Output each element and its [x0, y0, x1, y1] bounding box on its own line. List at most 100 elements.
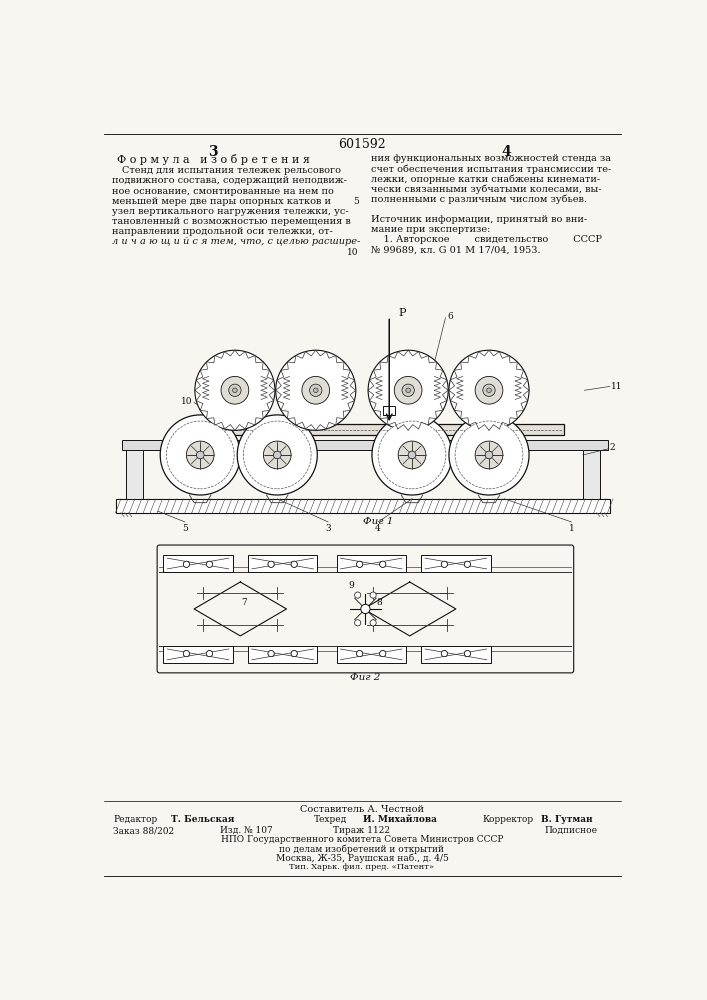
- Circle shape: [380, 651, 386, 657]
- Text: 5: 5: [353, 197, 359, 206]
- Text: узел вертикального нагружения тележки, ус-: узел вертикального нагружения тележки, у…: [112, 207, 349, 216]
- Text: по делам изобретений и открытий: по делам изобретений и открытий: [279, 845, 445, 854]
- Circle shape: [274, 451, 281, 459]
- Circle shape: [464, 651, 471, 657]
- Circle shape: [356, 561, 363, 567]
- Circle shape: [355, 592, 361, 598]
- Circle shape: [313, 388, 318, 393]
- Text: 7: 7: [241, 598, 247, 607]
- Bar: [248, 555, 317, 572]
- Circle shape: [268, 561, 274, 567]
- Circle shape: [464, 561, 471, 567]
- Circle shape: [441, 651, 448, 657]
- Text: направлении продольной оси тележки, от-: направлении продольной оси тележки, от-: [112, 227, 332, 236]
- Circle shape: [206, 561, 213, 567]
- Text: P: P: [399, 308, 406, 318]
- Text: Изд. № 107: Изд. № 107: [219, 826, 272, 835]
- Bar: [421, 555, 491, 572]
- Circle shape: [356, 561, 363, 567]
- Bar: [421, 646, 491, 663]
- Circle shape: [464, 561, 471, 567]
- Circle shape: [380, 651, 386, 657]
- Text: Москва, Ж-35, Раушская наб., д. 4/5: Москва, Ж-35, Раушская наб., д. 4/5: [276, 854, 448, 863]
- Bar: [163, 555, 233, 572]
- Bar: [337, 555, 406, 572]
- Circle shape: [268, 651, 274, 657]
- Circle shape: [291, 561, 297, 567]
- Circle shape: [408, 451, 416, 459]
- Text: л и ч а ю щ и й с я тем, что, с целью расшире-: л и ч а ю щ и й с я тем, что, с целью ра…: [112, 237, 360, 246]
- Circle shape: [221, 376, 249, 404]
- Text: ния функциональных возможностей стенда за: ния функциональных возможностей стенда з…: [371, 154, 611, 163]
- Text: 8: 8: [376, 598, 382, 607]
- Text: 1. Авторское        свидетельство        СССР: 1. Авторское свидетельство СССР: [371, 235, 602, 244]
- Text: 5: 5: [182, 524, 188, 533]
- Circle shape: [380, 561, 386, 567]
- Circle shape: [197, 451, 204, 459]
- Circle shape: [441, 651, 448, 657]
- Circle shape: [291, 561, 297, 567]
- Text: 3: 3: [325, 524, 331, 533]
- Text: 9: 9: [350, 390, 356, 399]
- Text: Ф о р м у л а   и з о б р е т е н и я: Ф о р м у л а и з о б р е т е н и я: [117, 154, 310, 165]
- Circle shape: [206, 651, 213, 657]
- Circle shape: [378, 421, 446, 489]
- Circle shape: [206, 561, 213, 567]
- Circle shape: [206, 651, 213, 657]
- Text: Стенд для испытания тележек рельсового: Стенд для испытания тележек рельсового: [122, 166, 341, 175]
- Circle shape: [187, 441, 214, 469]
- Circle shape: [485, 451, 493, 459]
- Circle shape: [243, 421, 311, 489]
- Text: 6: 6: [447, 312, 452, 321]
- Text: 1: 1: [568, 524, 574, 533]
- Circle shape: [395, 376, 422, 404]
- Bar: [122, 440, 607, 450]
- Text: лежки, опорные катки снабжены кинемати-: лежки, опорные катки снабжены кинемати-: [371, 174, 600, 184]
- Text: Корректор: Корректор: [483, 815, 534, 824]
- Text: мание при экспертизе:: мание при экспертизе:: [371, 225, 491, 234]
- Text: меньшей мере две пары опорных катков и: меньшей мере две пары опорных катков и: [112, 197, 331, 206]
- Text: 11: 11: [612, 382, 623, 391]
- Circle shape: [268, 651, 274, 657]
- Circle shape: [449, 415, 529, 495]
- Text: И. Михайлова: И. Михайлова: [363, 815, 438, 824]
- Circle shape: [380, 561, 386, 567]
- Circle shape: [291, 651, 297, 657]
- Circle shape: [441, 561, 448, 567]
- Circle shape: [166, 421, 234, 489]
- Text: Подписное: Подписное: [544, 826, 597, 835]
- Circle shape: [449, 350, 529, 430]
- Text: подвижного состава, содержащий неподвиж-: подвижного состава, содержащий неподвиж-: [112, 176, 346, 185]
- Circle shape: [302, 376, 329, 404]
- Circle shape: [183, 561, 189, 567]
- Bar: [200, 424, 563, 435]
- Circle shape: [356, 651, 363, 657]
- Text: Тип. Харьк. фил. пред. «Патент»: Тип. Харьк. фил. пред. «Патент»: [289, 863, 435, 871]
- Text: чески связанными зубчатыми колесами, вы-: чески связанными зубчатыми колесами, вы-: [371, 184, 602, 194]
- Circle shape: [406, 388, 411, 393]
- Text: В. Гутман: В. Гутман: [541, 815, 592, 824]
- Circle shape: [441, 561, 448, 567]
- Text: 10: 10: [347, 248, 359, 257]
- Text: Тираж 1122: Тираж 1122: [334, 826, 390, 835]
- Circle shape: [183, 651, 189, 657]
- Bar: [337, 646, 406, 663]
- Text: Т. Бельская: Т. Бельская: [171, 815, 234, 824]
- Circle shape: [229, 384, 241, 396]
- Text: тановленный с возможностью перемещения в: тановленный с возможностью перемещения в: [112, 217, 351, 226]
- Circle shape: [372, 415, 452, 495]
- Text: Источник информации, принятый во вни-: Источник информации, принятый во вни-: [371, 215, 588, 224]
- Text: 4: 4: [375, 524, 381, 533]
- Text: 4: 4: [501, 145, 511, 159]
- Text: 601592: 601592: [338, 138, 386, 151]
- Bar: [383, 406, 395, 415]
- Text: Техред: Техред: [313, 815, 346, 824]
- Circle shape: [264, 441, 291, 469]
- Text: полненными с различным числом зубьев.: полненными с различным числом зубьев.: [371, 195, 588, 204]
- Circle shape: [398, 441, 426, 469]
- Text: Редактор: Редактор: [113, 815, 158, 824]
- Circle shape: [268, 561, 274, 567]
- Text: № 99689, кл. G 01 M 17/04, 1953.: № 99689, кл. G 01 M 17/04, 1953.: [371, 245, 541, 254]
- Text: Составитель А. Честной: Составитель А. Честной: [300, 805, 424, 814]
- Text: 3: 3: [209, 145, 218, 159]
